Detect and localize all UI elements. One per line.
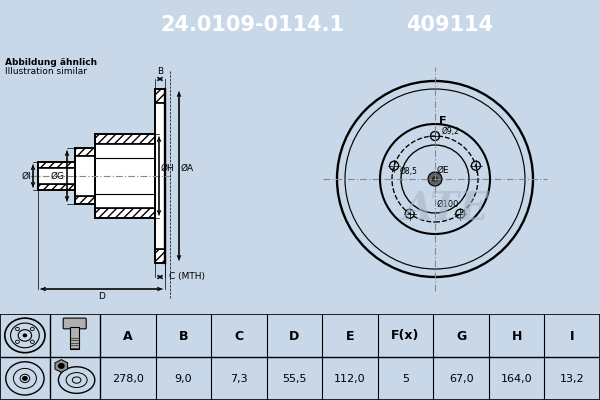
Text: B: B — [179, 330, 188, 342]
Text: B: B — [157, 67, 163, 76]
Text: 9,0: 9,0 — [175, 374, 192, 384]
Text: 164,0: 164,0 — [501, 374, 532, 384]
Bar — [38, 184, 75, 190]
Bar — [155, 249, 165, 263]
Bar — [95, 134, 155, 144]
Bar — [75, 148, 95, 156]
Text: 24.0109-0114.1: 24.0109-0114.1 — [160, 15, 344, 35]
Text: 112,0: 112,0 — [334, 374, 366, 384]
Text: Ø9,2: Ø9,2 — [442, 127, 460, 136]
Text: ØI: ØI — [22, 172, 31, 180]
Text: D: D — [289, 330, 299, 342]
Bar — [155, 249, 165, 263]
Text: C: C — [235, 330, 244, 342]
Circle shape — [58, 363, 65, 369]
Text: ØE: ØE — [437, 166, 449, 175]
Bar — [38, 184, 75, 190]
Text: 5: 5 — [402, 374, 409, 384]
Bar — [75, 148, 95, 156]
Text: ATE: ATE — [402, 190, 488, 228]
Bar — [38, 162, 75, 168]
Text: 67,0: 67,0 — [449, 374, 473, 384]
Text: ØH: ØH — [161, 164, 175, 172]
Text: G: G — [456, 330, 466, 342]
Bar — [95, 134, 155, 144]
Circle shape — [22, 376, 28, 381]
Circle shape — [428, 172, 442, 186]
Text: Abbildung ähnlich: Abbildung ähnlich — [5, 58, 97, 67]
Circle shape — [432, 176, 438, 182]
Text: 278,0: 278,0 — [112, 374, 144, 384]
Text: 55,5: 55,5 — [282, 374, 307, 384]
Bar — [38, 168, 75, 184]
Bar — [95, 208, 155, 218]
Bar — [75, 196, 95, 204]
Text: F(x): F(x) — [391, 330, 420, 342]
Text: 13,2: 13,2 — [560, 374, 584, 384]
Text: D: D — [98, 292, 105, 301]
Circle shape — [23, 334, 27, 337]
Bar — [70, 327, 79, 349]
Text: ØA: ØA — [181, 164, 194, 172]
Text: I: I — [570, 330, 574, 342]
FancyBboxPatch shape — [63, 318, 86, 329]
Text: Ø8,5: Ø8,5 — [400, 167, 418, 176]
Bar — [155, 89, 165, 103]
Text: H: H — [511, 330, 522, 342]
Text: 409114: 409114 — [406, 15, 494, 35]
Bar — [155, 103, 165, 249]
Text: Ø100: Ø100 — [437, 200, 460, 209]
Text: E: E — [346, 330, 354, 342]
Bar — [38, 162, 75, 168]
Bar — [155, 89, 165, 103]
Bar — [75, 156, 95, 196]
Bar — [95, 208, 155, 218]
Text: Illustration similar: Illustration similar — [5, 67, 87, 76]
Text: 7,3: 7,3 — [230, 374, 248, 384]
Text: C (MTH): C (MTH) — [169, 272, 205, 282]
Text: ØG: ØG — [51, 172, 65, 180]
Text: F: F — [439, 116, 446, 126]
Text: A: A — [123, 330, 133, 342]
Bar — [95, 144, 155, 208]
Bar — [75, 196, 95, 204]
